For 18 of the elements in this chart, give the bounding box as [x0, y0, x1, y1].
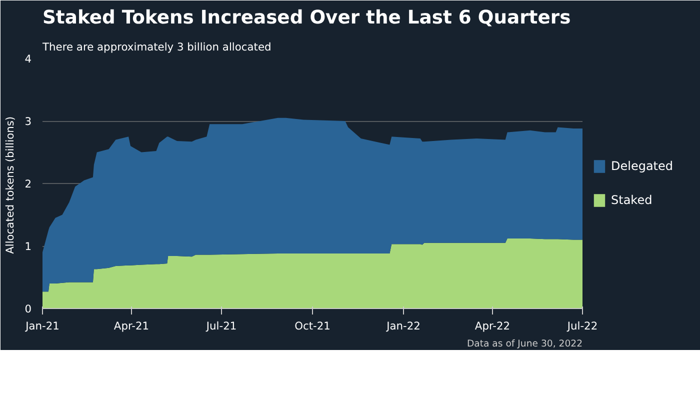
- text: Data as of June 30, 2022: [466, 338, 583, 350]
- y-axis-title: Allocated tokens (billions): [4, 116, 17, 254]
- x-tick-label: Oct-21: [294, 320, 330, 332]
- x-tick-label: Jan-21: [24, 320, 60, 332]
- y-tick-label: 1: [24, 240, 32, 253]
- chart-title: Staked Tokens Increased Over the Last 6 Quarters: [42, 8, 571, 28]
- x-tick-label: Apr-22: [474, 320, 510, 332]
- x-tick-label: Apr-21: [114, 320, 150, 332]
- chart-subtitle: There are approximately 3 billion allocated: [42, 40, 272, 54]
- y-tick-label: 0: [24, 302, 32, 316]
- y-tick-label: 4: [24, 52, 32, 66]
- legend-label: Delegated: [611, 159, 674, 173]
- legend-label: Staked: [611, 193, 652, 207]
- x-tick-label: Jan-22: [386, 320, 420, 332]
- x-tick-label: Jul-21: [205, 320, 237, 332]
- y-tick-label: 3: [24, 115, 32, 128]
- y-tick-label: 2: [24, 178, 32, 190]
- x-tick-label: Jul-22: [566, 320, 598, 332]
